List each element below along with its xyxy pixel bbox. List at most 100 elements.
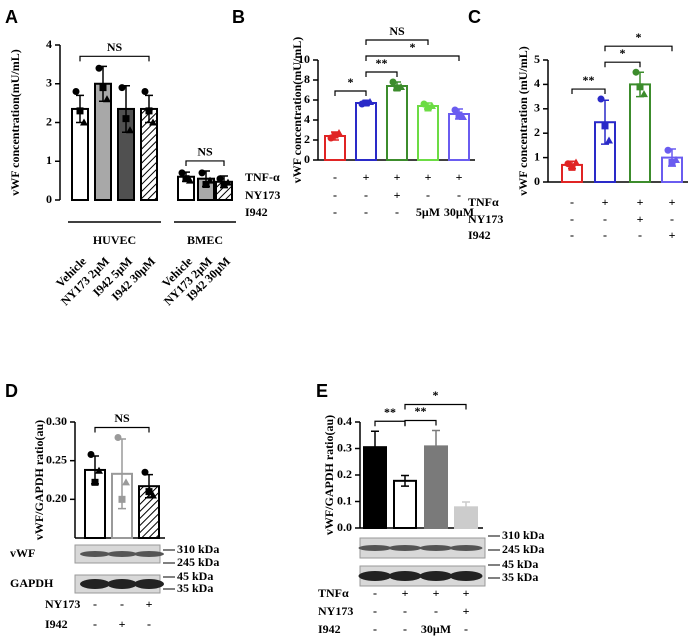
blot-band xyxy=(449,571,483,581)
y-tick-label: 8 xyxy=(304,72,310,86)
data-point xyxy=(220,181,228,188)
blot-band xyxy=(358,545,392,551)
y-tick-label: 10 xyxy=(298,52,310,66)
data-point xyxy=(206,176,214,184)
y-tick-label: 1 xyxy=(46,153,52,167)
treatment-cell: - xyxy=(333,170,337,184)
data-point xyxy=(122,115,130,123)
data-point xyxy=(72,88,80,95)
data-point xyxy=(118,84,126,92)
marker-label: 35 kDa xyxy=(177,581,213,595)
y-tick-label: 0 xyxy=(534,174,540,188)
data-point xyxy=(455,111,463,119)
y-tick-label: 4 xyxy=(534,76,540,90)
treatment-cell: + xyxy=(669,228,676,242)
treatment-label: I942 xyxy=(468,228,491,242)
data-point xyxy=(393,84,401,92)
data-point xyxy=(459,113,467,120)
y-tick-label: 1 xyxy=(534,149,540,163)
marker-label: 45 kDa xyxy=(177,569,213,583)
error-bar xyxy=(371,430,379,464)
error-bar xyxy=(462,501,470,514)
treatment-cell: + xyxy=(425,170,432,184)
significance-bracket xyxy=(571,88,606,95)
significance-bracket xyxy=(604,45,673,52)
panel-letter: D xyxy=(5,381,18,401)
y-tick-label: 0 xyxy=(304,152,310,166)
data-point xyxy=(126,126,134,134)
group-label: HUVEC xyxy=(93,233,136,247)
blot-band xyxy=(107,551,137,557)
y-axis-label: vWF/GAPDH ratio(au) xyxy=(32,420,46,540)
data-point xyxy=(640,90,648,98)
data-point xyxy=(87,450,95,458)
treatment-cell: - xyxy=(93,617,97,631)
y-tick-label: 0.1 xyxy=(337,493,352,507)
treatment-cell: - xyxy=(638,228,642,242)
treatment-label: I942 xyxy=(45,617,68,631)
y-tick-label: 3 xyxy=(534,101,540,115)
data-point xyxy=(103,95,111,103)
significance-bracket xyxy=(404,403,467,410)
significance-label: * xyxy=(620,46,626,60)
panel-letter: B xyxy=(232,7,245,27)
data-point xyxy=(198,169,206,177)
data-point xyxy=(182,175,190,183)
significance-label: NS xyxy=(114,411,130,425)
bar xyxy=(448,113,470,161)
treatment-cell: + xyxy=(119,617,126,631)
significance-bracket xyxy=(334,90,367,96)
treatment-cell: - xyxy=(603,228,607,242)
data-point xyxy=(605,136,613,144)
data-point xyxy=(114,433,122,441)
treatment-cell: - xyxy=(120,597,124,611)
treatment-cell: - xyxy=(364,188,368,202)
treatment-cell: + xyxy=(463,604,470,618)
treatment-cell: - xyxy=(147,617,151,631)
treatment-cell: + xyxy=(363,170,370,184)
bar xyxy=(386,85,408,161)
data-point xyxy=(335,129,343,136)
treatment-cell: + xyxy=(669,195,676,209)
treatment-cell: - xyxy=(403,622,407,636)
treatment-cell: - xyxy=(93,597,97,611)
data-point xyxy=(362,99,370,107)
bar xyxy=(355,102,377,161)
data-point xyxy=(122,478,130,486)
treatment-cell: + xyxy=(602,195,609,209)
data-point xyxy=(202,181,210,188)
significance-bracket xyxy=(404,419,437,426)
panel-letter: E xyxy=(316,381,328,401)
significance-label: NS xyxy=(389,24,405,38)
y-tick-label: 2 xyxy=(304,132,310,146)
significance-bracket xyxy=(79,55,150,62)
data-point xyxy=(664,146,672,154)
data-point xyxy=(424,104,432,112)
treatment-cell: 30μM xyxy=(444,205,474,219)
significance-bracket xyxy=(374,420,406,427)
y-axis-label: vWF/GAPDH ratio(au) xyxy=(322,415,336,535)
y-tick-label: 0.4 xyxy=(337,414,352,428)
y-axis-label: vWF concentration (mU/mL) xyxy=(516,46,530,196)
data-point xyxy=(141,468,149,476)
data-point xyxy=(389,78,397,86)
treatment-cell: - xyxy=(426,188,430,202)
treatment-cell: + xyxy=(394,188,401,202)
blot-band xyxy=(358,571,392,581)
treatment-label: TNFα xyxy=(468,195,499,209)
treatment-cell: + xyxy=(433,586,440,600)
data-point xyxy=(118,495,126,503)
treatment-label: NY173 xyxy=(245,188,280,202)
data-point xyxy=(366,98,374,105)
data-point xyxy=(91,478,99,486)
group-label: BMEC xyxy=(187,233,223,247)
error-bar xyxy=(401,474,409,487)
y-tick-label: 0.0 xyxy=(337,520,352,534)
bar xyxy=(629,83,651,183)
y-tick-label: 0.3 xyxy=(337,440,352,454)
data-point xyxy=(216,175,224,183)
blot-label: GAPDH xyxy=(10,576,54,590)
panel-letter: A xyxy=(5,7,18,27)
significance-bracket xyxy=(185,160,225,166)
